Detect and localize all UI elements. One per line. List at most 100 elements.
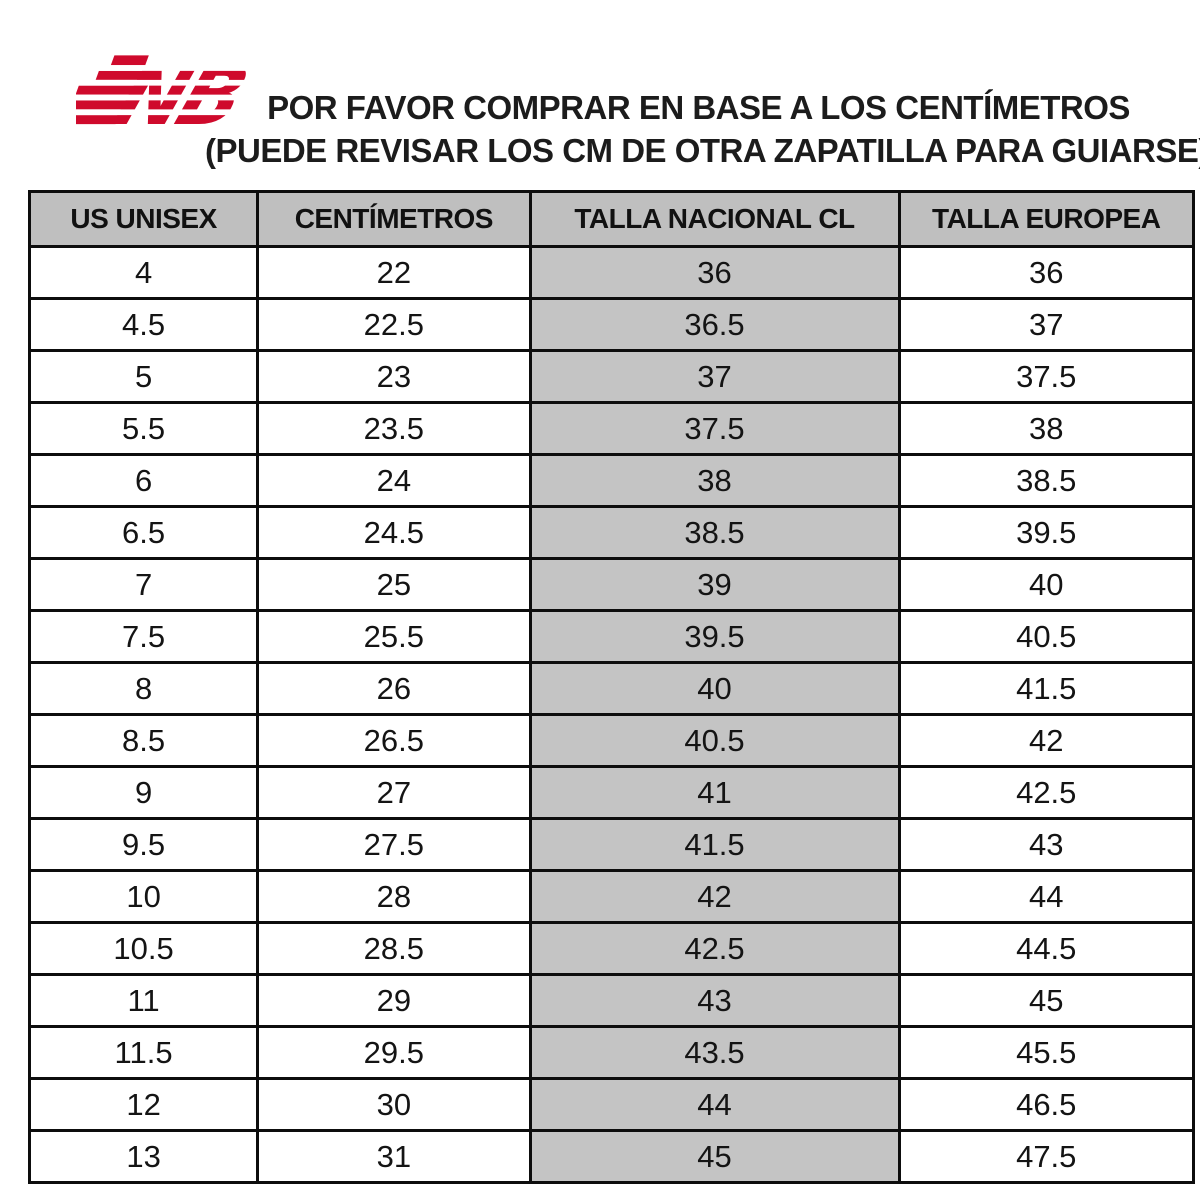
cell: 45.5 (897, 1025, 1195, 1080)
table-row: 10.5 28.5 42.5 44.5 (27, 921, 1195, 976)
cell: 45 (897, 973, 1195, 1028)
cell: 5 (27, 349, 260, 404)
title-line-1: POR FAVOR COMPRAR EN BASE A LOS CENTÍMET… (267, 89, 1130, 126)
cell: 25.5 (256, 609, 532, 664)
column-header: TALLA NACIONAL CL (528, 190, 901, 248)
table-row: 4 22 36 36 (27, 245, 1195, 300)
cell: 9.5 (27, 817, 260, 872)
cell: 42 (528, 869, 901, 924)
table-row: 8.5 26.5 40.5 42 (27, 713, 1195, 768)
table-row: 7.5 25.5 39.5 40.5 (27, 609, 1195, 664)
cell: 8.5 (27, 713, 260, 768)
cell: 47.5 (897, 1129, 1195, 1184)
cell: 7.5 (27, 609, 260, 664)
cell: 41.5 (897, 661, 1195, 716)
cell: 26.5 (256, 713, 532, 768)
column-header: US UNISEX (27, 190, 260, 248)
table-row: 11.5 29.5 43.5 45.5 (27, 1025, 1195, 1080)
cell: 28.5 (256, 921, 532, 976)
cell: 38 (897, 401, 1195, 456)
cell: 10.5 (27, 921, 260, 976)
cell: 24.5 (256, 505, 532, 560)
cell: 8 (27, 661, 260, 716)
cell: 40 (528, 661, 901, 716)
cell: 46.5 (897, 1077, 1195, 1132)
cell: 24 (256, 453, 532, 508)
cell: 42.5 (528, 921, 901, 976)
table-row: 8 26 40 41.5 (27, 661, 1195, 716)
cell: 44 (897, 869, 1195, 924)
table-row: 10 28 42 44 (27, 869, 1195, 924)
cell: 42 (897, 713, 1195, 768)
cell: 12 (27, 1077, 260, 1132)
cell: 4 (27, 245, 260, 300)
table-row: 9 27 41 42.5 (27, 765, 1195, 820)
cell: 9 (27, 765, 260, 820)
cell: 37.5 (897, 349, 1195, 404)
cell: 6 (27, 453, 260, 508)
cell: 37.5 (528, 401, 901, 456)
cell: 37 (897, 297, 1195, 352)
size-conversion-table: US UNISEX CENTÍMETROS TALLA NACIONAL CL TAL… (27, 190, 1195, 1184)
cell: 36.5 (528, 297, 901, 352)
table-row: 4.5 22.5 36.5 37 (27, 297, 1195, 352)
table-row: 7 25 39 40 (27, 557, 1195, 612)
cell: 43 (528, 973, 901, 1028)
table-row: 5.5 23.5 37.5 38 (27, 401, 1195, 456)
cell: 6.5 (27, 505, 260, 560)
cell: 29 (256, 973, 532, 1028)
cell: 39.5 (528, 609, 901, 664)
cell: 30 (256, 1077, 532, 1132)
cell: 27.5 (256, 817, 532, 872)
cell: 40.5 (897, 609, 1195, 664)
table-row: 11 29 43 45 (27, 973, 1195, 1028)
cell: 36 (897, 245, 1195, 300)
table-row: 12 30 44 46.5 (27, 1077, 1195, 1132)
cell: 41 (528, 765, 901, 820)
cell: 39 (528, 557, 901, 612)
cell: 38.5 (897, 453, 1195, 508)
cell: 26 (256, 661, 532, 716)
cell: 29.5 (256, 1025, 532, 1080)
cell: 31 (256, 1129, 532, 1184)
cell: 36 (528, 245, 901, 300)
cell: 13 (27, 1129, 260, 1184)
cell: 5.5 (27, 401, 260, 456)
cell: 4.5 (27, 297, 260, 352)
table-row: 6.5 24.5 38.5 39.5 (27, 505, 1195, 560)
cell: 43.5 (528, 1025, 901, 1080)
table-row: 5 23 37 37.5 (27, 349, 1195, 404)
cell: 40.5 (528, 713, 901, 768)
new-balance-logo: NB (76, 50, 248, 143)
cell: 45 (528, 1129, 901, 1184)
page-header: NB POR FAVOR COMPRAR EN BASE A LOS CENTÍ… (0, 0, 1200, 190)
cell: 11.5 (27, 1025, 260, 1080)
cell: 39.5 (897, 505, 1195, 560)
cell: 23 (256, 349, 532, 404)
cell: 25 (256, 557, 532, 612)
title-line-2: (PUEDE REVISAR LOS CM DE OTRA ZAPATILLA … (205, 132, 1200, 169)
cell: 38 (528, 453, 901, 508)
cell: 38.5 (528, 505, 901, 560)
cell: 44 (528, 1077, 901, 1132)
cell: 7 (27, 557, 260, 612)
table-row: 9.5 27.5 41.5 43 (27, 817, 1195, 872)
cell: 40 (897, 557, 1195, 612)
table-header-row: US UNISEX CENTÍMETROS TALLA NACIONAL CL TAL… (27, 190, 1195, 248)
table-body: 4 22 36 36 4.5 22.5 36.5 37 5 23 37 37.5 5.5 23.5 37.5… (27, 245, 1195, 1184)
page-title: POR FAVOR COMPRAR EN BASE A LOS CENTÍMET… (205, 86, 1200, 172)
cell: 11 (27, 973, 260, 1028)
cell: 22.5 (256, 297, 532, 352)
cell: 28 (256, 869, 532, 924)
cell: 22 (256, 245, 532, 300)
cell: 44.5 (897, 921, 1195, 976)
cell: 42.5 (897, 765, 1195, 820)
table-row: 13 31 45 47.5 (27, 1129, 1195, 1184)
column-header: TALLA EUROPEA (897, 190, 1195, 248)
cell: 23.5 (256, 401, 532, 456)
column-header: CENTÍMETROS (256, 190, 532, 248)
table-row: 6 24 38 38.5 (27, 453, 1195, 508)
cell: 37 (528, 349, 901, 404)
cell: 27 (256, 765, 532, 820)
